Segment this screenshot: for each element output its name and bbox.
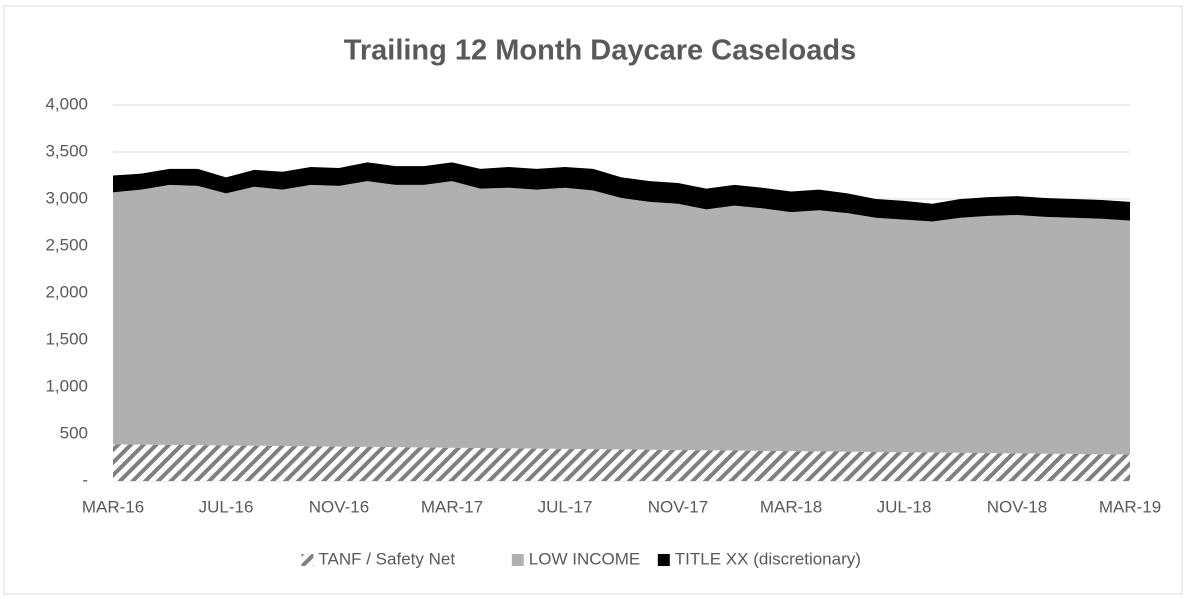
y-tick-label: 3,000 xyxy=(45,188,88,207)
x-tick-label: NOV-18 xyxy=(987,497,1047,516)
legend-label: TITLE XX (discretionary) xyxy=(675,549,861,568)
x-tick-label: JUL-18 xyxy=(877,497,932,516)
x-tick-label: MAR-17 xyxy=(421,497,483,516)
legend-swatch xyxy=(301,554,314,566)
legend-swatch xyxy=(657,554,670,566)
chart-title: Trailing 12 Month Daycare Caseloads xyxy=(344,35,857,67)
legend-label: LOW INCOME xyxy=(529,549,640,568)
area xyxy=(113,444,1130,481)
x-tick-label: JUL-16 xyxy=(199,497,254,516)
x-tick-label: MAR-19 xyxy=(1099,497,1161,516)
y-tick-label: 1,000 xyxy=(45,376,88,395)
x-tick-label: MAR-16 xyxy=(82,497,144,516)
x-tick-label: NOV-17 xyxy=(648,497,708,516)
area xyxy=(113,162,1130,222)
y-tick-label: 3,500 xyxy=(45,141,88,160)
y-tick-label: 500 xyxy=(60,423,88,442)
y-tick-label: - xyxy=(82,470,88,489)
area xyxy=(113,181,1130,455)
y-tick-label: 2,500 xyxy=(45,235,88,254)
y-tick-label: 4,000 xyxy=(45,94,88,113)
x-tick-label: NOV-16 xyxy=(309,497,369,516)
x-tick-label: MAR-18 xyxy=(760,497,822,516)
x-tick-label: JUL-17 xyxy=(538,497,593,516)
y-tick-label: 2,000 xyxy=(45,282,88,301)
y-tick-label: 1,500 xyxy=(45,329,88,348)
legend-label: TANF / Safety Net xyxy=(318,549,455,568)
legend-swatch xyxy=(511,554,524,566)
